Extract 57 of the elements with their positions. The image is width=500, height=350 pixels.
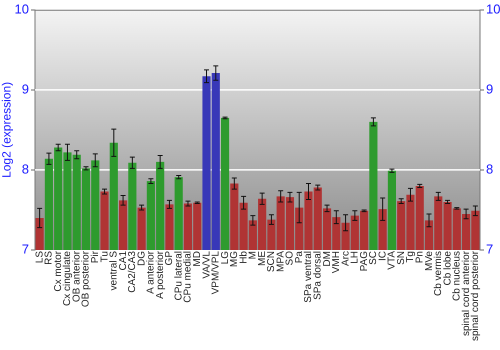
x-tick-label: Arc bbox=[340, 251, 352, 266]
x-tick-label: Cb lobe bbox=[442, 250, 454, 286]
x-tick-label: VPM/VPL bbox=[210, 250, 222, 294]
x-tick-label: M bbox=[248, 251, 259, 260]
x-tick-label: Pn bbox=[414, 251, 426, 264]
x-tick-label: VA/VL bbox=[201, 250, 212, 279]
x-tick-label: SN bbox=[396, 251, 407, 265]
x-tick-label: Cx motor bbox=[52, 250, 64, 292]
x-tick-label: ventral S bbox=[108, 250, 120, 290]
y2-tick-label: 8 bbox=[486, 162, 494, 177]
x-tick-label: Cb vermis bbox=[433, 251, 444, 296]
y2-tick-label: 9 bbox=[486, 81, 494, 96]
x-tick-label: CA1 bbox=[118, 250, 129, 270]
x-tick-label: A posterior bbox=[154, 250, 166, 299]
x-tick-label: Cx cingulate bbox=[62, 250, 74, 306]
x-tick-label: Pir bbox=[90, 250, 102, 264]
x-tick-label: LG bbox=[220, 250, 231, 264]
x-tick-label: SO bbox=[284, 250, 296, 266]
x-tick-label: LH bbox=[350, 251, 361, 264]
x-tick-label: CA2/CA3 bbox=[127, 250, 138, 293]
x-tick-label: Tu bbox=[99, 251, 110, 262]
x-tick-label: VTA bbox=[386, 250, 398, 270]
x-tick-label: spinal cord posterior bbox=[470, 250, 482, 342]
x-tick-label: MG bbox=[229, 250, 240, 268]
y-tick-label: 9 bbox=[22, 81, 29, 96]
x-tick-label: MD bbox=[192, 251, 203, 267]
x-tick-label: A anterior bbox=[146, 250, 157, 294]
x-tick-label: SPa dorsal bbox=[312, 251, 324, 300]
y-axis-title: Log2 (expression) bbox=[0, 82, 14, 178]
x-tick-label: DG bbox=[136, 250, 148, 266]
x-tick-label: CPu medial bbox=[182, 251, 194, 303]
x-tick-label: Tg bbox=[405, 251, 416, 263]
x-tick-label: MPA bbox=[275, 250, 286, 272]
y2-tick-label: 7 bbox=[486, 242, 494, 257]
x-tick-label: PAG bbox=[358, 250, 370, 272]
x-tick-label: SC bbox=[368, 251, 380, 265]
y-tick-label: 7 bbox=[22, 242, 29, 257]
x-tick-label: ME bbox=[256, 250, 268, 266]
x-tick-label: SPa ventral bbox=[303, 251, 314, 303]
x-tick-label: spinal cord anterior bbox=[460, 250, 472, 336]
x-tick-label: OB anterior bbox=[71, 250, 82, 302]
x-tick-label: SCN bbox=[266, 251, 278, 272]
x-tick-label: Pa bbox=[294, 250, 305, 264]
x-tick-label: DM bbox=[322, 251, 333, 267]
x-tick-label: Cb nucleus bbox=[452, 251, 463, 302]
x-tick-label: RS bbox=[44, 250, 55, 265]
x-tick-label: LS bbox=[34, 250, 46, 264]
x-tick-label: IC bbox=[377, 251, 388, 261]
x-tick-label: VMH bbox=[331, 251, 342, 274]
x-tick-label: CPu lateral bbox=[173, 251, 184, 300]
y-tick-label: 8 bbox=[22, 162, 29, 177]
x-tick-label: MVe bbox=[424, 250, 435, 272]
y2-tick-label: 10 bbox=[486, 1, 500, 16]
x-tick-label: OB posterior bbox=[80, 250, 92, 308]
x-tick-label: Hb bbox=[238, 250, 250, 264]
y-tick-label: 10 bbox=[14, 1, 29, 16]
x-tick-label: GP bbox=[164, 250, 176, 266]
